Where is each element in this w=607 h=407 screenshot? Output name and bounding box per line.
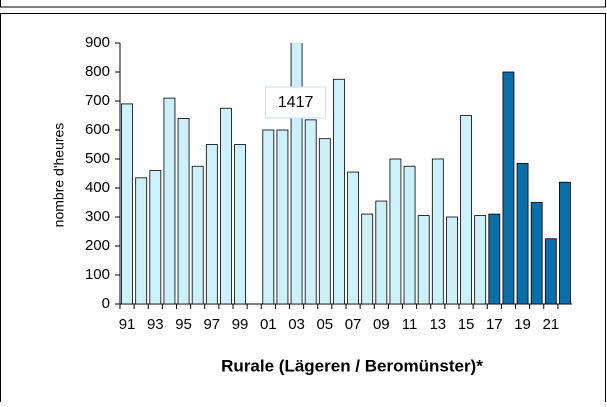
bar [375,200,388,305]
bar [530,202,543,305]
bar [135,177,148,305]
x-axis-title: Rurale (Lägeren / Beromünster)* [221,356,483,375]
x-tick-label: 97 [203,316,220,333]
x-tick-label: 01 [260,316,277,333]
bar [488,213,501,305]
y-tick-label: 600 [85,121,110,138]
frame [0,13,606,407]
bar [347,171,359,305]
bar [318,138,331,305]
bar [417,215,430,305]
x-tick-label: 91 [119,316,136,333]
bar [389,158,402,305]
y-tick-label: 300 [85,208,110,225]
bar [220,107,232,305]
bar [446,216,458,305]
y-tick-label: 100 [85,266,110,283]
bar [403,165,416,305]
bar [234,144,246,305]
y-tick-label: 900 [85,34,110,51]
bar [163,97,176,305]
y-tick-label: 500 [85,150,110,167]
x-tick-label: 03 [288,316,305,333]
x-tick-label: 13 [429,316,446,333]
bar [559,181,571,305]
y-tick-label: 400 [85,179,110,196]
bar [502,71,515,305]
x-tick-label: 99 [232,316,249,333]
x-tick-label: 19 [514,316,531,333]
bar [191,165,204,305]
bar [431,158,444,305]
bar [361,213,374,305]
bar [262,129,275,305]
bar [516,162,529,305]
bar [474,215,487,305]
x-tick-label: 93 [147,316,164,333]
x-tick-label: 21 [542,316,559,333]
bar [290,43,303,305]
bar [333,78,345,305]
x-tick-label: 95 [175,316,192,333]
bar [276,129,289,305]
data-label-box [265,86,327,119]
data-label: 1417 [278,94,314,111]
x-tick-label: 07 [345,316,362,333]
y-tick-label: 700 [85,92,110,109]
x-tick-label: 17 [486,316,503,333]
y-tick-label: 800 [85,63,110,80]
y-tick-label: 200 [85,237,110,254]
bar [544,238,557,305]
x-tick-label: 15 [458,316,475,333]
y-tick-label: 0 [102,295,110,312]
bar [149,170,162,305]
bar [205,144,218,305]
frame-top [0,0,606,8]
y-axis-title: nombre d'heures [51,123,67,228]
x-tick-label: 09 [373,316,390,333]
bar [121,103,133,305]
bar [304,119,317,305]
bar [177,118,190,305]
x-tick-label: 05 [316,316,333,333]
x-tick-label: 11 [402,316,418,333]
bar [460,115,472,305]
